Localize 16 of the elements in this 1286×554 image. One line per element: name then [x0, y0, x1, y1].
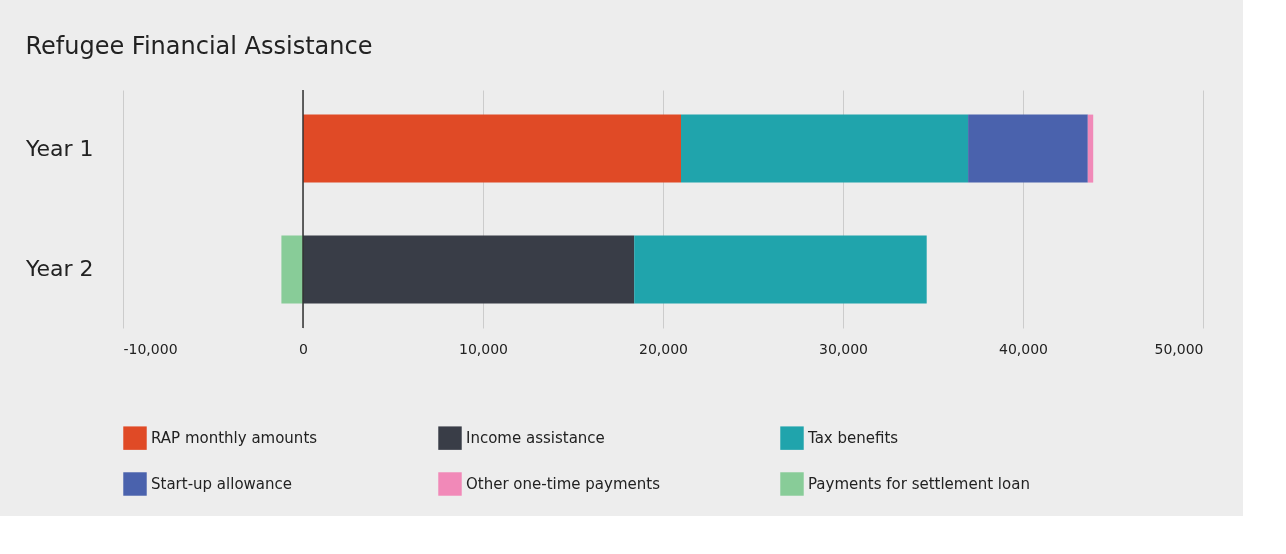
legend-label: Other one-time payments: [466, 475, 661, 493]
x-tick-label: 40,000: [999, 340, 1048, 357]
x-tick-label: 20,000: [639, 340, 688, 357]
x-tick-label: 50,000: [1154, 340, 1204, 357]
legend-label: Start-up allowance: [151, 475, 292, 493]
chart-title: Refugee Financial Assistance: [25, 32, 373, 61]
y-tick-label: Year 2: [24, 256, 94, 282]
x-tick-label: 30,000: [819, 340, 868, 357]
legend-label: Payments for settlement loan: [808, 475, 1030, 493]
x-tick-label: 10,000: [459, 340, 508, 357]
legend-label: Tax benefits: [807, 429, 899, 448]
legend-label: Income assistance: [466, 429, 605, 448]
legend-label: RAP monthly amounts: [151, 429, 318, 448]
x-tick-label: -10,000: [123, 340, 178, 357]
x-tick-label: 0: [299, 340, 308, 357]
y-tick-label: Year 1: [24, 135, 94, 161]
